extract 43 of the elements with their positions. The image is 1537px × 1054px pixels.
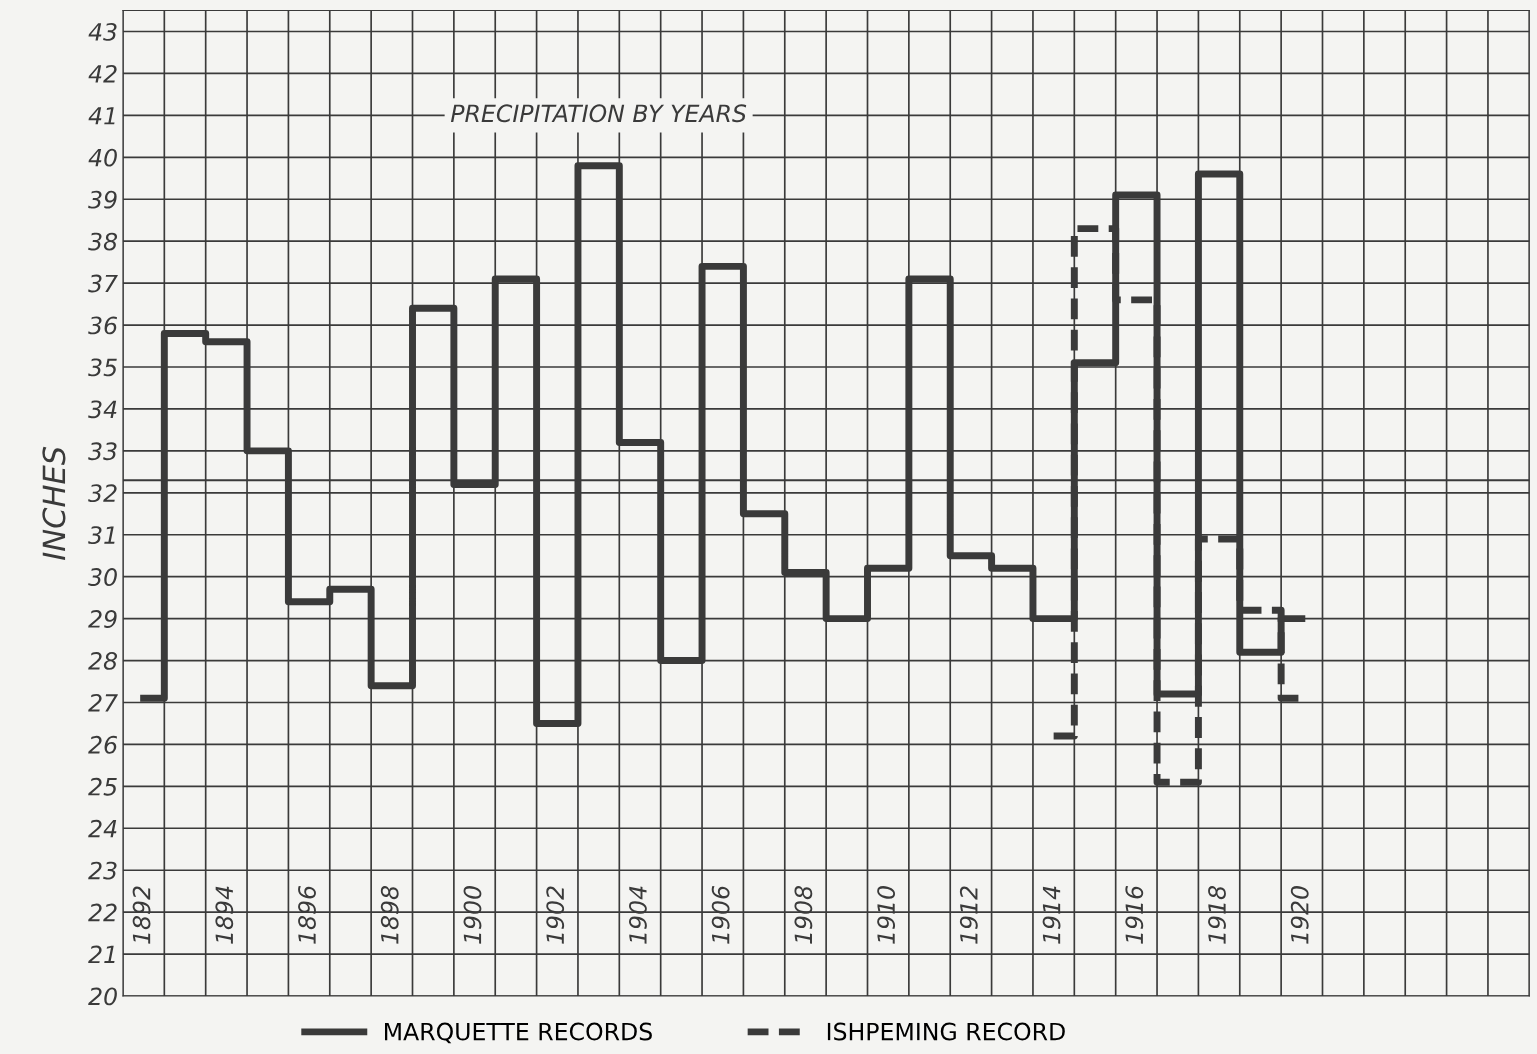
y-tick-label: 31: [88, 526, 115, 545]
x-tick-label: 1914: [1042, 886, 1061, 944]
y-tick-label: 34: [88, 400, 117, 419]
x-tick-label: 1904: [628, 886, 647, 944]
y-tick-label: 40: [88, 148, 117, 167]
x-tick-label: 1908: [794, 885, 813, 944]
y-tick-label: 41: [88, 107, 115, 125]
x-tick-label: 1892: [132, 886, 151, 944]
x-tick-label: 1900: [463, 886, 482, 944]
y-tick-label: 29: [88, 610, 117, 628]
y-tick-label: 23: [88, 861, 117, 880]
x-tick-label: 1906: [711, 885, 730, 944]
x-tick-label: 1918: [1208, 885, 1226, 944]
x-tick-label: 1920: [1290, 886, 1309, 944]
y-tick-label: 24: [88, 819, 117, 838]
y-tick-label: 38: [88, 232, 118, 251]
legend-label: MARQUETTE RECORDS: [385, 1022, 652, 1044]
y-tick-label: 32: [88, 484, 117, 503]
y-tick-label: 39: [88, 190, 117, 209]
y-tick-label: 22: [88, 903, 117, 922]
y-tick-label: 25: [88, 777, 117, 796]
legend-label: ISHPEMING RECORD: [827, 1022, 1065, 1041]
text: PRECIPITATION BY YEARS: [450, 104, 747, 123]
x-tick-label: 1910: [877, 886, 896, 944]
y-tick-label: 20: [88, 987, 117, 1006]
x-tick-label: 1898: [380, 885, 399, 944]
x-tick-label: 1916: [1125, 885, 1144, 944]
y-tick-label: 42: [88, 64, 117, 83]
y-tick-label: 28: [88, 651, 118, 670]
x-tick-label: 1912: [959, 886, 978, 944]
y-tick-label: 27: [88, 693, 118, 712]
y-axis-title: INCHES: [42, 446, 66, 560]
y-tick-label: 37: [88, 274, 118, 293]
x-tick-label: 1894: [215, 886, 234, 944]
x-tick-label: 1902: [546, 886, 565, 944]
y-tick-label: 21: [88, 945, 115, 964]
y-tick-label: 43: [88, 22, 117, 41]
y-tick-label: 36: [88, 316, 118, 335]
y-tick-label: 35: [88, 358, 117, 377]
y-tick-label: 30: [88, 568, 117, 586]
y-tick-label: 33: [88, 442, 117, 461]
y-tick-label: 26: [88, 735, 118, 754]
x-tick-label: 1896: [298, 885, 316, 944]
